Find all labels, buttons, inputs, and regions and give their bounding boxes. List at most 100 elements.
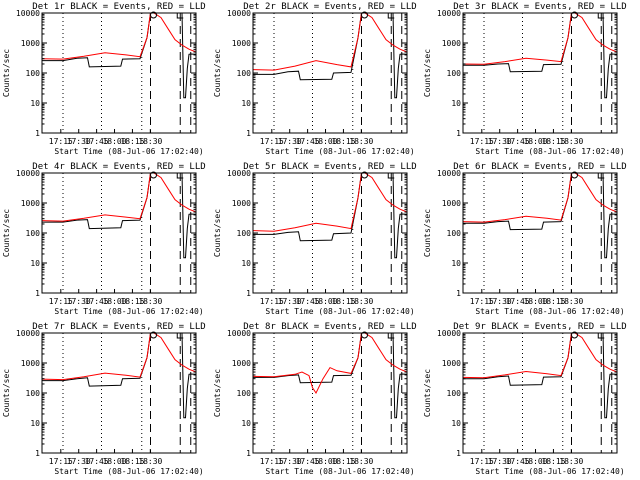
x-tick-label: 17:30: [488, 457, 512, 466]
events-rate-line: [463, 13, 617, 99]
y-tick-label: 1000: [21, 199, 40, 208]
end-marker-box: [176, 333, 184, 339]
detector-panel: Det 9r BLACK = Events, RED = LLD 1 10 100 10…: [423, 322, 627, 476]
x-tick-label: 17:15: [470, 457, 494, 466]
plot-frame: [41, 12, 197, 134]
y-tick-label: 10000: [16, 329, 40, 338]
lld-rate-line: [463, 13, 617, 65]
events-rate-line: [253, 333, 407, 419]
plot-frame: [462, 12, 618, 134]
x-tick-label: 17:30: [278, 137, 302, 146]
end-marker-box: [176, 173, 184, 179]
lld-rate-line: [42, 333, 196, 381]
end-marker-box: [597, 333, 605, 339]
plot-frame: [41, 332, 197, 454]
y-tick-label: 1: [456, 289, 461, 298]
end-marker-box: [597, 13, 605, 19]
x-tick-label: 18:15: [331, 297, 355, 306]
plot-frame: [252, 172, 408, 294]
panel-title: Det 7r BLACK = Events, RED = LLD: [32, 322, 205, 332]
x-tick-label: 17:45: [85, 137, 109, 146]
x-tick-label: 17:45: [296, 137, 320, 146]
x-tick-label: 17:30: [67, 297, 91, 306]
panel-title: Det 9r BLACK = Events, RED = LLD: [453, 322, 626, 332]
y-tick-label: 1: [35, 449, 40, 458]
y-tick-label: 10000: [227, 9, 251, 18]
plot-frame: [252, 332, 408, 454]
x-tick-label: 18:00: [523, 297, 547, 306]
events-rate-line: [463, 333, 617, 419]
y-axis-label: Counts/sec: [423, 49, 432, 97]
detector-panel: Det 5r BLACK = Events, RED = LLD 1 10 100 10…: [213, 162, 417, 316]
x-tick-label: 18:00: [102, 457, 126, 466]
y-axis-label: Counts/sec: [423, 209, 432, 257]
lld-rate-line: [42, 13, 196, 60]
events-rate-line: [42, 333, 196, 419]
lld-rate-line: [463, 173, 617, 223]
detector-panel: Det 7r BLACK = Events, RED = LLD 1 10 100 10…: [2, 322, 206, 476]
events-rate-line: [463, 173, 617, 259]
start-marker-circle: [571, 171, 578, 179]
x-tick-label: 18:15: [331, 137, 355, 146]
y-tick-label: 100: [447, 69, 462, 78]
y-axis-label: Counts/sec: [2, 369, 11, 417]
x-tick-label: 17:15: [470, 297, 494, 306]
lld-rate-line: [253, 333, 407, 395]
x-tick-label: 18:00: [313, 137, 337, 146]
y-axis-label: Counts/sec: [213, 209, 222, 257]
events-rate-line: [42, 173, 196, 259]
plot-frame: [462, 172, 618, 294]
lld-rate-line: [42, 173, 196, 222]
panel-title: Det 4r BLACK = Events, RED = LLD: [32, 162, 205, 172]
y-axis-label: Counts/sec: [2, 209, 11, 257]
events-rate-line: [42, 13, 196, 99]
x-axis-label: Start Time (08-Jul-06 17:02:40): [265, 307, 414, 316]
lld-rate-line: [463, 333, 617, 379]
x-tick-label: 17:45: [506, 137, 530, 146]
end-marker-box: [176, 13, 184, 19]
x-tick-label: 17:30: [488, 297, 512, 306]
lld-rate-line: [253, 13, 407, 71]
y-tick-label: 100: [447, 229, 462, 238]
y-tick-label: 10: [451, 99, 461, 108]
y-axis-label: Counts/sec: [2, 49, 11, 97]
plot-frame: [41, 172, 197, 294]
y-axis-label: Counts/sec: [213, 49, 222, 97]
y-tick-label: 10000: [227, 329, 251, 338]
y-tick-label: 1000: [442, 199, 461, 208]
y-tick-label: 100: [237, 69, 252, 78]
x-axis-label: Start Time (08-Jul-06 17:02:40): [54, 307, 203, 316]
start-marker-circle: [361, 331, 368, 339]
panel-title: Det 8r BLACK = Events, RED = LLD: [243, 322, 416, 332]
x-tick-label: 18:30: [349, 297, 373, 306]
y-tick-label: 100: [26, 229, 41, 238]
x-axis-label: Start Time (08-Jul-06 17:02:40): [475, 307, 624, 316]
y-axis-label: Counts/sec: [423, 369, 432, 417]
x-tick-label: 18:30: [349, 137, 373, 146]
end-marker-box: [387, 333, 395, 339]
plot-frame: [462, 332, 618, 454]
y-tick-label: 100: [26, 389, 41, 398]
y-tick-label: 10: [30, 259, 40, 268]
x-tick-label: 17:45: [296, 457, 320, 466]
y-tick-label: 10: [241, 99, 251, 108]
y-tick-label: 10: [241, 259, 251, 268]
panel-title: Det 6r BLACK = Events, RED = LLD: [453, 162, 626, 172]
x-tick-label: 18:00: [102, 297, 126, 306]
y-tick-label: 10000: [437, 329, 461, 338]
x-tick-label: 17:15: [470, 137, 494, 146]
detector-panel: Det 8r BLACK = Events, RED = LLD 1 10 100 10…: [213, 322, 417, 476]
y-tick-label: 100: [237, 229, 252, 238]
start-marker-circle: [150, 171, 157, 179]
x-tick-label: 18:30: [559, 297, 583, 306]
events-rate-line: [253, 173, 407, 259]
x-tick-label: 17:45: [506, 457, 530, 466]
y-tick-label: 100: [237, 389, 252, 398]
detector-panel: Det 1r BLACK = Events, RED = LLD 1 10 100 10…: [2, 2, 206, 156]
x-tick-label: 18:30: [138, 137, 162, 146]
x-tick-label: 17:15: [49, 137, 73, 146]
y-tick-label: 10000: [16, 169, 40, 178]
x-tick-label: 18:00: [313, 457, 337, 466]
y-tick-label: 10000: [437, 169, 461, 178]
start-marker-circle: [361, 171, 368, 179]
